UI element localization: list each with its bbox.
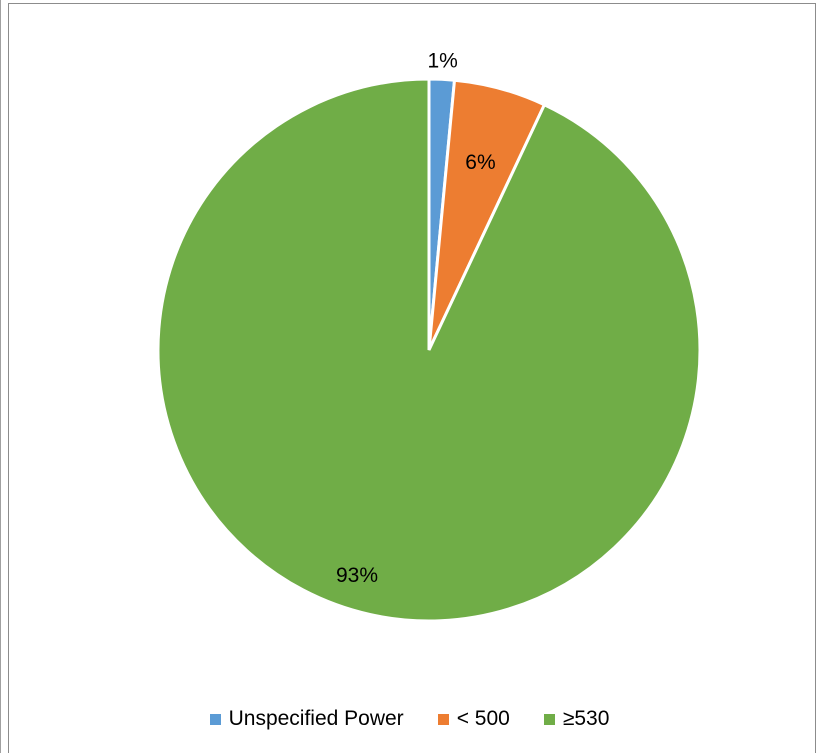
- legend-item-3: ≥530: [543, 707, 610, 731]
- legend-label-3: ≥530: [562, 707, 610, 730]
- legend-swatch-1: [209, 713, 221, 725]
- pie-slices: [156, 77, 702, 623]
- pie-data-label-2: 6%: [465, 151, 495, 174]
- pie-data-label-1: 1%: [427, 49, 457, 72]
- legend-swatch-2: [437, 713, 449, 725]
- pie-chart: 1% 6% 93%: [156, 49, 702, 623]
- legend-label-2: < 500: [456, 707, 510, 730]
- legend-item-1: Unspecified Power: [209, 707, 404, 731]
- legend-label-1: Unspecified Power: [228, 707, 404, 730]
- legend-swatch-3: [543, 713, 555, 725]
- pie-labels: 1% 6% 93%: [336, 49, 496, 587]
- legend-item-2: < 500: [437, 707, 510, 731]
- pie-data-label-3: 93%: [336, 564, 378, 587]
- pie-slice-3: [156, 77, 702, 623]
- legend: Unspecified Power < 500 ≥530: [0, 704, 819, 734]
